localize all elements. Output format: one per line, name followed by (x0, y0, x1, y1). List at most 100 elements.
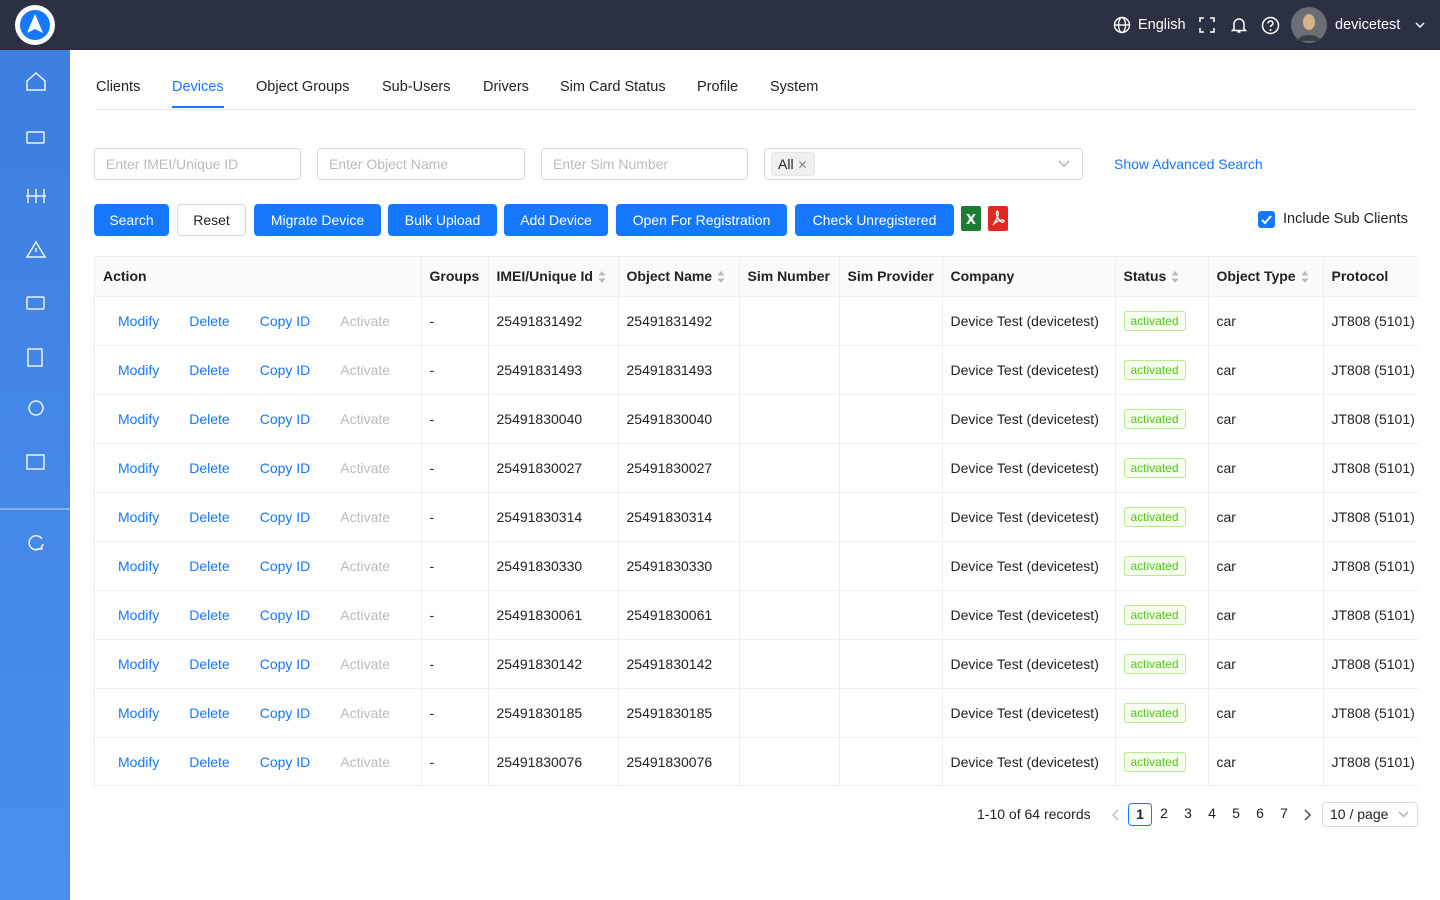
tab[interactable]: Object Groups (256, 79, 350, 95)
row-action[interactable]: Delete (189, 459, 230, 476)
avatar[interactable] (1291, 7, 1327, 43)
wallet-icon[interactable] (26, 454, 45, 470)
bell-icon[interactable] (1230, 16, 1248, 34)
page-number[interactable]: 4 (1208, 805, 1216, 821)
row-action[interactable]: Copy ID (259, 410, 311, 427)
page-size-select[interactable]: 10 / page (1322, 802, 1418, 827)
row-action[interactable]: Modify (118, 557, 160, 574)
sort-icon[interactable] (1301, 270, 1309, 284)
settings-icon[interactable] (28, 400, 44, 416)
page-number[interactable]: 5 (1232, 805, 1240, 821)
globe-icon[interactable] (1113, 16, 1131, 34)
column-header[interactable]: Status (1115, 257, 1209, 297)
row-action[interactable]: Delete (189, 361, 230, 378)
row-action[interactable]: Delete (189, 557, 230, 574)
button[interactable]: Bulk Upload (388, 204, 497, 236)
next-page[interactable] (1302, 809, 1312, 821)
advanced-search-link[interactable]: Show Advanced Search (1114, 156, 1263, 172)
row-action[interactable]: Modify (118, 361, 160, 378)
row-action[interactable]: Modify (118, 410, 160, 427)
row-action[interactable]: Copy ID (259, 508, 311, 525)
button[interactable]: Add Device (504, 204, 608, 236)
sim-input[interactable]: Enter Sim Number (541, 148, 748, 180)
column-header[interactable]: Object Type (1208, 257, 1324, 297)
home-icon[interactable] (26, 71, 46, 91)
row-action[interactable]: Modify (118, 508, 160, 525)
row-action[interactable]: Modify (118, 606, 160, 623)
row-action[interactable]: Copy ID (259, 361, 311, 378)
alert-icon[interactable] (25, 240, 47, 258)
button[interactable]: Search (94, 204, 169, 236)
row-action[interactable]: Delete (189, 410, 230, 427)
row-action[interactable]: Copy ID (259, 704, 311, 721)
row-action[interactable]: Modify (118, 312, 160, 329)
chevron[interactable] (1415, 21, 1425, 29)
logout-icon[interactable] (28, 535, 44, 551)
button[interactable]: Reset (177, 204, 246, 236)
row-action[interactable]: Copy ID (259, 655, 311, 672)
row-action[interactable]: Delete (189, 606, 230, 623)
logo[interactable] (14, 4, 56, 46)
tab[interactable]: Devices (172, 79, 224, 108)
row-action[interactable]: Copy ID (259, 753, 311, 770)
monitor-icon[interactable] (26, 131, 45, 144)
row-action[interactable]: Delete (189, 655, 230, 672)
row-action[interactable]: Copy ID (259, 557, 311, 574)
help-icon[interactable] (1261, 16, 1280, 35)
button[interactable]: Check Unregistered (795, 204, 954, 236)
column-header[interactable]: Object Name (618, 257, 740, 297)
language[interactable]: English (1138, 17, 1186, 33)
page-number[interactable]: 1 (1128, 803, 1152, 826)
include-sub-clients[interactable]: Include Sub Clients (1283, 211, 1408, 227)
page-number[interactable]: 6 (1256, 805, 1264, 821)
imei-cell: 25491830330 (488, 541, 619, 591)
tab[interactable]: Sub-Users (382, 79, 451, 95)
object-name-input[interactable]: Enter Object Name (317, 148, 525, 180)
object-name-cell: 25491830061 (618, 590, 740, 640)
row-action[interactable]: Modify (118, 753, 160, 770)
sort-icon[interactable] (1171, 270, 1179, 284)
status-select[interactable]: All ✕ (764, 148, 1083, 180)
row-action[interactable]: Modify (118, 459, 160, 476)
imei-input[interactable]: Enter IMEI/Unique ID (94, 148, 301, 180)
imei-cell: 25491830061 (488, 590, 619, 640)
empty-cell (839, 688, 943, 738)
page-number[interactable]: 7 (1280, 805, 1288, 821)
tag-close[interactable]: ✕ (797, 158, 808, 172)
page-number[interactable]: 2 (1160, 805, 1168, 821)
column-header[interactable]: IMEI/Unique Id (488, 257, 619, 297)
fullscreen-icon[interactable] (1199, 17, 1215, 33)
groups: - (429, 655, 435, 672)
sort-icon[interactable] (717, 270, 725, 284)
row-action[interactable]: Copy ID (259, 312, 311, 329)
tab[interactable]: Drivers (483, 79, 529, 95)
row-action[interactable]: Modify (118, 704, 160, 721)
tab[interactable]: Sim Card Status (560, 79, 666, 95)
report-icon[interactable] (26, 296, 45, 310)
row-action[interactable]: Copy ID (259, 606, 311, 623)
row-action[interactable]: Copy ID (259, 459, 311, 476)
row-action[interactable]: Delete (189, 508, 230, 525)
button[interactable]: Open For Registration (616, 204, 787, 236)
sort-icon[interactable] (598, 270, 606, 284)
prev-page[interactable] (1111, 809, 1121, 821)
equalizer-icon[interactable] (26, 189, 46, 203)
button[interactable]: Migrate Device (254, 204, 381, 236)
status-tag: activated (1123, 702, 1186, 723)
row-action[interactable]: Delete (189, 312, 230, 329)
user-name[interactable]: devicetest (1335, 17, 1401, 33)
pdf-export[interactable] (988, 206, 1008, 231)
checkbox[interactable] (1258, 211, 1275, 228)
page-number[interactable]: 3 (1184, 805, 1192, 821)
tab[interactable]: Profile (697, 79, 739, 95)
object-name: 25491830142 (626, 655, 713, 672)
tab[interactable]: System (770, 79, 819, 95)
excel-export[interactable]: X (961, 206, 981, 231)
search-doc-icon[interactable] (27, 348, 43, 367)
imei: 25491830076 (496, 753, 583, 770)
company: Device Test (devicetest) (950, 606, 1099, 623)
row-action[interactable]: Modify (118, 655, 160, 672)
tab[interactable]: Clients (96, 79, 141, 95)
row-action[interactable]: Delete (189, 704, 230, 721)
row-action[interactable]: Delete (189, 753, 230, 770)
